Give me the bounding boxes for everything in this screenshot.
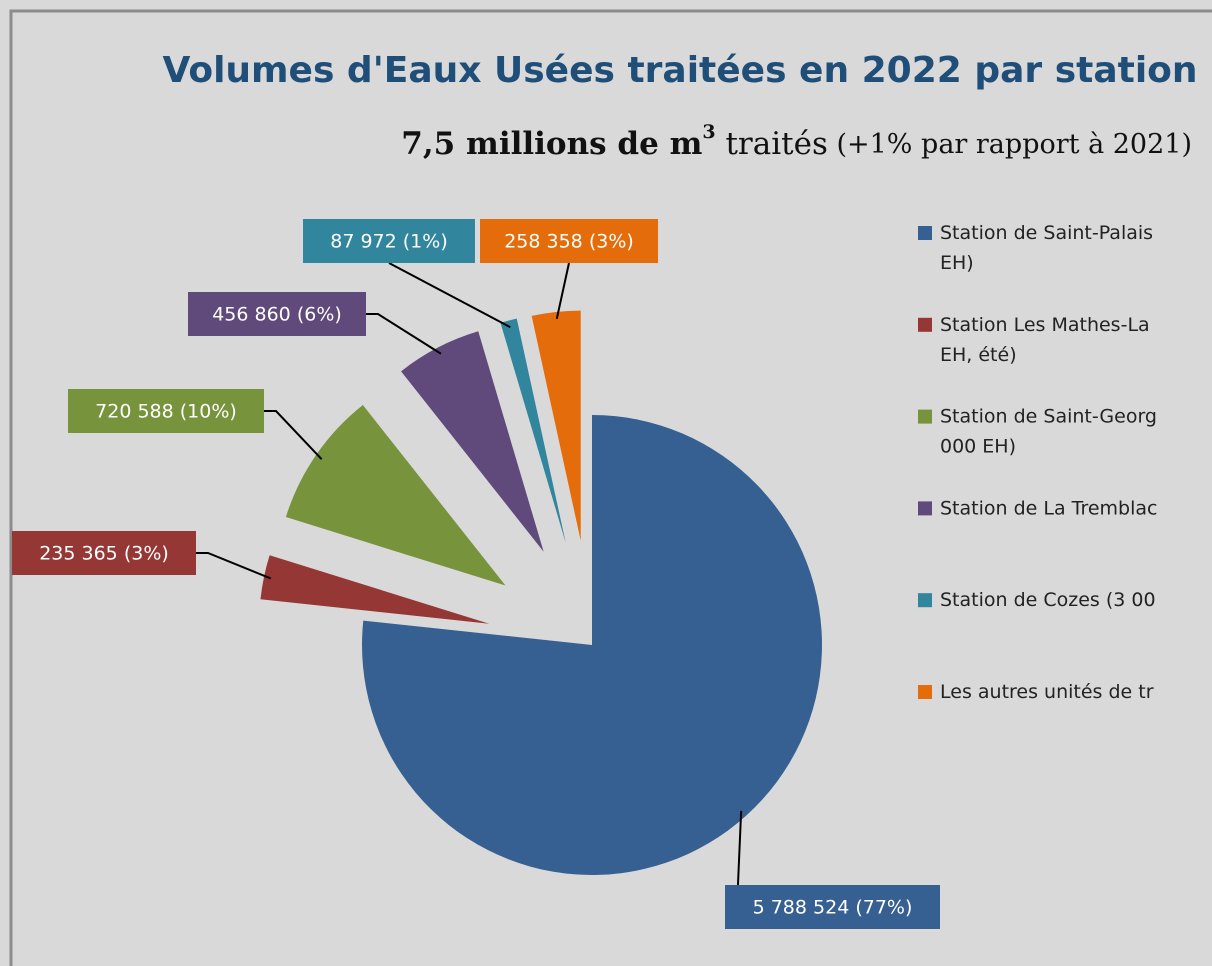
legend-line: Les autres unités de tr [940,681,1154,703]
legend-swatch [918,593,932,608]
legend-label: Les autres unités de tr [940,681,1154,703]
legend-line: Station de Saint-Georg [940,405,1157,427]
frame [9,9,1212,966]
legend-line: 000 EH) [940,435,1016,457]
chart-title: Volumes d'Eaux Usées traitées en 2022 pa… [162,50,1197,91]
leader-line [196,552,272,580]
legend-swatch [918,501,932,516]
legend-swatch [918,685,932,699]
pie-slice [401,331,544,552]
subtitle-sup: 3 [702,121,715,143]
data-label-box [188,292,366,336]
legend-line: Station de Cozes (3 00 [940,589,1156,611]
pie-slice [260,555,490,624]
pie-slice [500,318,566,544]
pie-slice [362,415,823,875]
leader-line [388,262,511,329]
legend-swatch [918,317,932,332]
data-label: 456 860 (6%) [212,304,342,326]
legend-line: Station de La Tremblac [940,497,1157,519]
data-label-box [68,389,264,433]
pie-slice [285,405,506,586]
pie-slice [531,310,581,541]
legend-label: Station de Saint-Palais EH) [940,222,1153,274]
legend-line: EH, été) [940,343,1017,365]
subtitle-bold: 7,5 millions de m [401,126,702,162]
legend-line: EH) [940,252,974,274]
data-label: 5 788 524 (77%) [753,897,913,919]
data-label-box [725,885,940,929]
legend-label: Station de La Tremblac [940,497,1157,519]
legend-label: Station de Saint-Georg 000 EH) [940,405,1157,457]
data-label: 258 358 (3%) [504,231,634,253]
leader-line [264,410,323,460]
legend-swatch [918,409,932,424]
chart-subtitle: 7,5 millions de m3 traités (+1% par rapp… [401,121,1192,162]
legend-label: Station Les Mathes-La EH, été) [940,313,1150,365]
leader-line [366,313,442,355]
subtitle-normal: traités [716,126,828,162]
data-label: 720 588 (10%) [95,401,237,423]
legend-line: Station Les Mathes-La [940,313,1150,335]
legend-swatch [918,226,932,240]
data-label-box [12,531,196,575]
subtitle-note: (+1% par rapport à 2021) [828,129,1192,160]
data-label: 235 365 (3%) [39,543,169,565]
data-label-box [480,219,658,263]
legend-label: Station de Cozes (3 00 [940,589,1156,611]
data-label-box [303,219,475,263]
leader-line [555,262,570,320]
data-label: 87 972 (1%) [330,231,448,253]
legend-line: Station de Saint-Palais [940,222,1153,244]
